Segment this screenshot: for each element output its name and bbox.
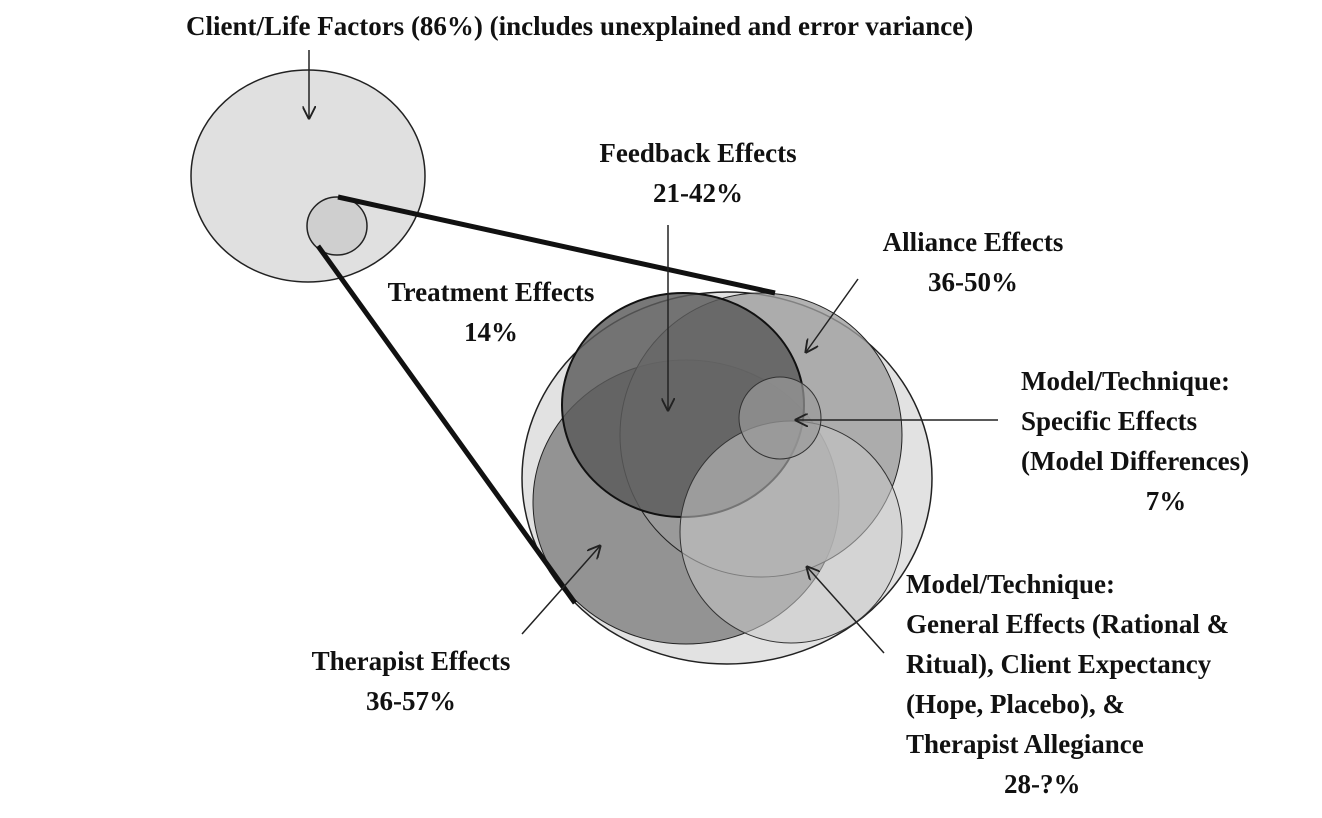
therapist-effects-label: Therapist Effects 36-57% [286,641,536,721]
general-effects-value: 28-?% [1004,769,1081,799]
client-life-circle [190,69,426,283]
general-effects-line-2: General Effects (Rational & [906,609,1230,639]
feedback-effects-label: Feedback Effects 21-42% [564,133,832,213]
therapist-arrow [521,546,600,635]
treatment-effects-value: 14% [464,317,518,347]
specific-effects-circle [738,376,822,460]
general-effects-line-3: Ritual), Client Expectancy [906,649,1212,679]
feedback-effects-value: 21-42% [653,178,743,208]
treatment-effects-label: Treatment Effects 14% [362,272,620,352]
general-effects-line-5: Therapist Allegiance [906,729,1144,759]
general-effects-label: Model/Technique: General Effects (Ration… [906,564,1306,804]
general-effects-line-1: Model/Technique: [906,569,1116,599]
alliance-effects-title: Alliance Effects [882,227,1064,257]
treatment-inner-circle [306,196,368,256]
specific-effects-line-3: (Model Differences) [1021,446,1250,476]
alliance-effects-value: 36-50% [928,267,1018,297]
treatment-effects-title: Treatment Effects [387,277,595,307]
therapist-effects-value: 36-57% [366,686,456,716]
specific-effects-line-2: Specific Effects [1021,406,1198,436]
general-effects-arrow [807,567,885,654]
therapist-effects-title: Therapist Effects [311,646,511,676]
alliance-effects-label: Alliance Effects 36-50% [860,222,1086,302]
specific-effects-value: 7% [1145,486,1187,516]
specific-effects-line-1: Model/Technique: [1021,366,1231,396]
general-effects-line-4: (Hope, Placebo), & [906,689,1125,719]
specific-effects-label: Model/Technique: Specific Effects (Model… [1021,361,1311,521]
client-life-factors-text: Client/Life Factors (86%) (includes unex… [186,11,974,41]
zoom-connector-top [337,194,776,296]
zoom-connector-bottom [315,244,578,605]
client-life-factors-label: Client/Life Factors (86%) (includes unex… [186,6,973,46]
alliance-arrow [806,278,859,352]
feedback-effects-title: Feedback Effects [599,138,797,168]
